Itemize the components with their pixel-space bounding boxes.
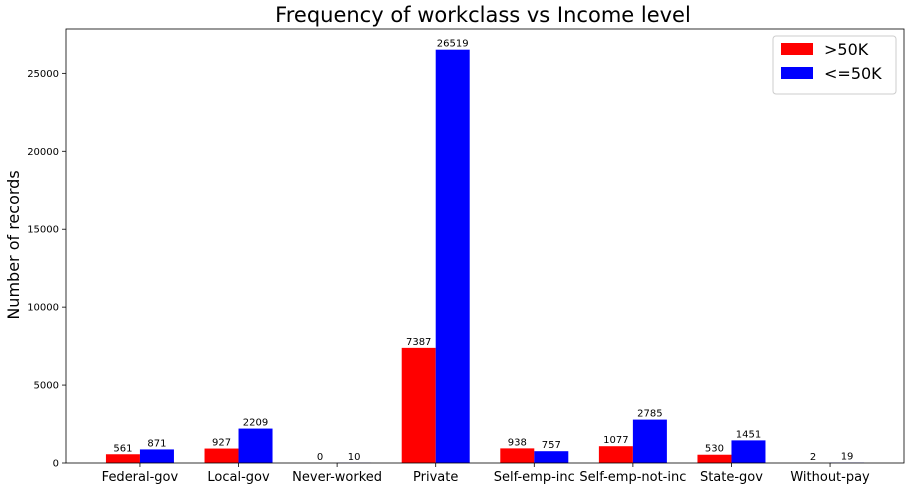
- bar-le50k-local-gov: [238, 428, 273, 463]
- data-label: 2: [810, 452, 816, 463]
- plot-frame: [65, 28, 905, 464]
- data-label: 7387: [406, 337, 431, 348]
- legend-swatch-le50k: [781, 67, 813, 79]
- legend-swatch-gt50k: [781, 43, 813, 55]
- bar-gt50k-federal-gov: [105, 454, 140, 463]
- x-tick-label: State-gov: [700, 470, 763, 485]
- data-labels-layer: 561 871 927 2209 0 10 7387 26519 938 757 1077 2785 5…: [113, 39, 853, 463]
- data-label: 2785: [637, 409, 662, 420]
- axes-layer: Federal-gov Local-gov Never-worked Private S…: [27, 28, 905, 485]
- bar-gt50k-self-emp-inc: [500, 448, 535, 463]
- y-tick-label: 25000: [27, 69, 59, 80]
- y-tick-label: 20000: [27, 147, 59, 158]
- data-label: 1451: [736, 429, 761, 440]
- data-label: 10: [348, 452, 361, 463]
- data-label: 561: [113, 443, 132, 454]
- bars-layer: [105, 49, 865, 463]
- legend-label-gt50k: >50K: [824, 40, 869, 59]
- legend: >50K <=50K: [772, 35, 897, 95]
- bar-le50k-self-emp-inc: [534, 451, 569, 463]
- y-tick-label: 0: [53, 459, 59, 470]
- x-tick-label: Self-emp-not-inc: [579, 470, 686, 485]
- x-tick-label: Private: [413, 470, 458, 485]
- bar-le50k-private: [435, 49, 470, 463]
- bar-gt50k-local-gov: [204, 448, 239, 463]
- y-tick-label: 15000: [27, 225, 59, 236]
- x-tick-label: Federal-gov: [102, 470, 179, 485]
- data-label: 0: [317, 452, 323, 463]
- data-label: 871: [147, 438, 166, 449]
- y-tick-label: 10000: [27, 303, 59, 314]
- data-label: 530: [705, 444, 724, 455]
- y-tick-label: 5000: [34, 381, 59, 392]
- bar-gt50k-self-emp-not-inc: [598, 446, 633, 463]
- data-label: 1077: [603, 435, 628, 446]
- x-tick-label: Local-gov: [207, 470, 270, 485]
- x-tick-label: Without-pay: [790, 470, 870, 485]
- bar-le50k-federal-gov: [139, 449, 174, 463]
- data-label: 938: [508, 437, 527, 448]
- data-label: 757: [542, 440, 561, 451]
- bar-gt50k-private: [401, 347, 436, 463]
- data-label: 927: [212, 438, 231, 449]
- bar-le50k-state-gov: [731, 440, 766, 463]
- data-label: 19: [841, 452, 854, 463]
- x-tick-label: Never-worked: [292, 470, 382, 485]
- bar-gt50k-state-gov: [697, 454, 732, 463]
- y-axis-label: Number of records: [4, 170, 23, 319]
- x-tick-label: Self-emp-inc: [494, 470, 575, 485]
- data-label: 2209: [243, 418, 268, 429]
- legend-label-le50k: <=50K: [824, 64, 882, 83]
- chart-title: Frequency of workclass vs Income level: [275, 3, 691, 27]
- data-label: 26519: [437, 39, 469, 50]
- bar-le50k-self-emp-not-inc: [632, 419, 667, 463]
